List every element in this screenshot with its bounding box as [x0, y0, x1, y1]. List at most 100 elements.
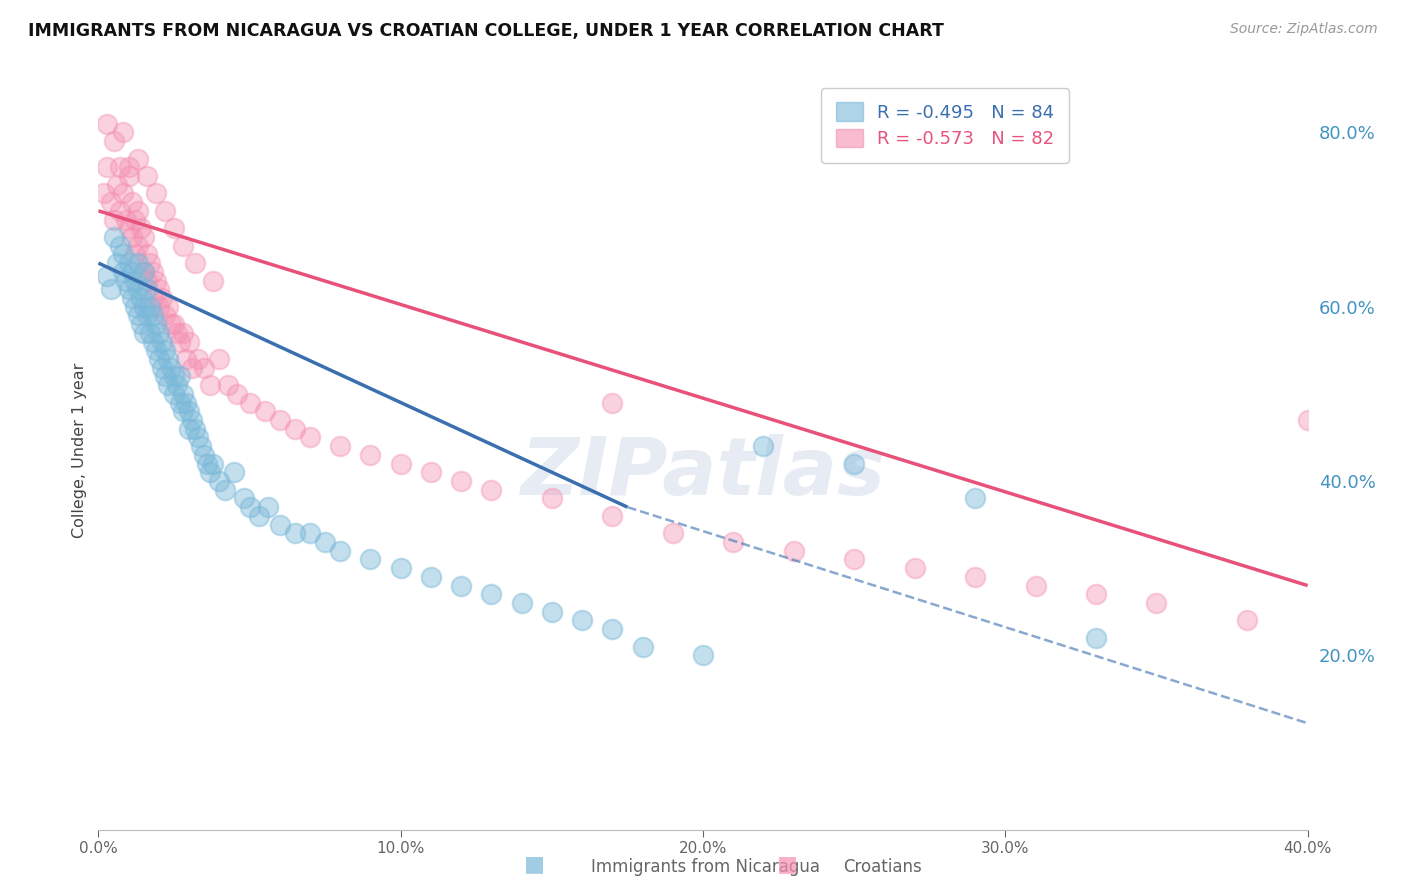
Point: [139, 326, 162, 340]
Point: [571, 614, 593, 628]
Point: [202, 457, 225, 471]
Point: [247, 508, 270, 523]
Point: [121, 230, 143, 244]
Point: [153, 203, 176, 218]
Point: [1296, 413, 1319, 427]
Point: [103, 134, 125, 148]
Point: [181, 413, 204, 427]
Point: [111, 125, 134, 139]
Point: [111, 247, 134, 261]
Point: [540, 491, 562, 506]
Point: [96, 117, 118, 131]
Text: ■: ■: [778, 855, 797, 874]
Point: [132, 265, 155, 279]
Point: [163, 369, 186, 384]
Point: [723, 535, 745, 549]
Point: [481, 587, 503, 601]
Point: [166, 326, 188, 340]
Point: [224, 465, 246, 479]
Point: [150, 291, 173, 305]
Point: [195, 457, 218, 471]
Text: IMMIGRANTS FROM NICARAGUA VS CROATIAN COLLEGE, UNDER 1 YEAR CORRELATION CHART: IMMIGRANTS FROM NICARAGUA VS CROATIAN CO…: [28, 22, 943, 40]
Point: [148, 300, 170, 314]
Text: ■: ■: [524, 855, 544, 874]
Point: [200, 465, 222, 479]
Point: [169, 369, 191, 384]
Point: [187, 430, 209, 444]
Point: [129, 317, 152, 331]
Point: [329, 439, 352, 453]
Point: [217, 378, 239, 392]
Point: [179, 334, 201, 349]
Point: [510, 596, 533, 610]
Point: [139, 300, 162, 314]
Point: [174, 351, 197, 366]
Point: [135, 282, 157, 296]
Point: [752, 439, 775, 453]
Point: [114, 212, 136, 227]
Point: [904, 561, 927, 575]
Point: [208, 351, 231, 366]
Point: [420, 465, 443, 479]
Point: [105, 178, 128, 192]
Point: [226, 386, 249, 401]
Point: [135, 169, 157, 183]
Point: [172, 386, 194, 401]
Point: [1236, 614, 1258, 628]
Point: [142, 309, 165, 323]
Point: [389, 561, 412, 575]
Y-axis label: College, Under 1 year: College, Under 1 year: [72, 363, 87, 538]
Point: [108, 238, 131, 252]
Point: [121, 265, 143, 279]
Point: [132, 300, 155, 314]
Point: [163, 317, 186, 331]
Point: [118, 169, 141, 183]
Point: [118, 282, 141, 296]
Point: [193, 360, 215, 375]
Point: [142, 334, 165, 349]
Point: [129, 221, 152, 235]
Point: [145, 317, 167, 331]
Point: [127, 203, 149, 218]
Text: Immigrants from Nicaragua: Immigrants from Nicaragua: [591, 858, 820, 876]
Point: [135, 309, 157, 323]
Point: [299, 526, 322, 541]
Point: [179, 422, 201, 436]
Point: [965, 491, 987, 506]
Point: [145, 273, 167, 287]
Point: [108, 203, 131, 218]
Point: [1144, 596, 1167, 610]
Point: [132, 265, 155, 279]
Point: [124, 300, 146, 314]
Point: [153, 309, 176, 323]
Point: [166, 378, 188, 392]
Point: [124, 247, 146, 261]
Point: [481, 483, 503, 497]
Point: [450, 578, 472, 592]
Point: [360, 552, 382, 566]
Point: [160, 360, 183, 375]
Point: [142, 265, 165, 279]
Point: [314, 535, 336, 549]
Point: [139, 256, 162, 270]
Point: [184, 256, 207, 270]
Text: Croatians: Croatians: [844, 858, 922, 876]
Point: [256, 500, 278, 515]
Text: ZIPatlas: ZIPatlas: [520, 434, 886, 512]
Point: [153, 369, 176, 384]
Point: [602, 622, 624, 636]
Point: [844, 552, 866, 566]
Point: [602, 395, 624, 409]
Point: [135, 273, 157, 287]
Point: [540, 605, 562, 619]
Legend: R = -0.495   N = 84, R = -0.573   N = 82: R = -0.495 N = 84, R = -0.573 N = 82: [821, 88, 1069, 162]
Point: [124, 212, 146, 227]
Point: [118, 160, 141, 174]
Point: [150, 360, 173, 375]
Point: [103, 212, 125, 227]
Point: [163, 221, 186, 235]
Point: [208, 474, 231, 488]
Point: [127, 282, 149, 296]
Point: [132, 230, 155, 244]
Point: [172, 404, 194, 418]
